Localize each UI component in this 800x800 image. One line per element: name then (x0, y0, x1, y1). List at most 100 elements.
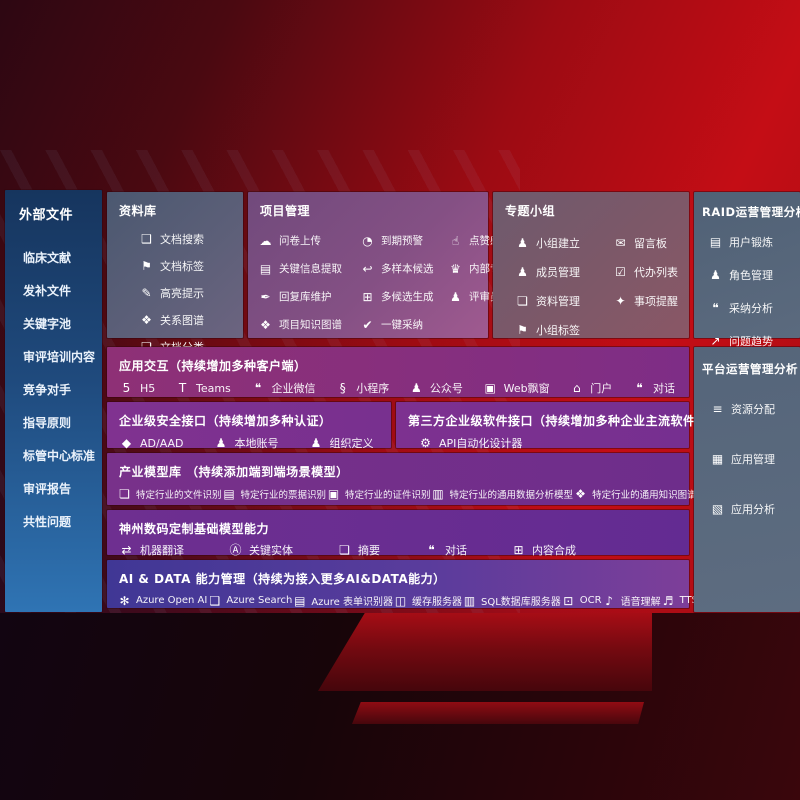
content-compose-icon: ⊞ (513, 543, 524, 557)
trend-chart-icon: ↗ (710, 334, 721, 348)
shield-icon: ◆ (121, 436, 132, 450)
knowledge-graph-model-icon: ❖ (575, 487, 586, 501)
group-tag-icon: ⚑ (517, 323, 528, 337)
feature-item: 关键字池 (23, 315, 102, 332)
feature-label: 企业微信 (271, 382, 316, 395)
feature-item: ↗ 问题趋势 (708, 333, 800, 349)
portal-person-icon: ⌂ (572, 381, 581, 395)
feature-label: 审评培训内容 (23, 350, 96, 364)
feature-item: ◔ 到期预警 (360, 233, 448, 248)
org-people-icon: ♟ (310, 436, 322, 450)
feature-label: 留言板 (634, 237, 667, 250)
panel-title: 专题小组 (505, 204, 556, 218)
feature-item: ▤ Azure 表单识别器 (292, 593, 393, 609)
feature-label: 回复库维护 (279, 291, 332, 303)
form-recognizer-icon: ▤ (294, 593, 306, 608)
feature-label: 公众号 (429, 382, 463, 395)
feature-label: Teams (195, 381, 231, 395)
feature-item: ▤ 关键信息提取 (258, 261, 360, 276)
panel-title: 企业级安全接口（持续增加多种认证） (119, 414, 332, 428)
feature-item: ≡ 资源分配 (710, 401, 800, 417)
feature-label: 标管中心标准 (23, 449, 96, 463)
feature-label: AD/AAD (140, 436, 184, 450)
member-manage-icon: ♟ (517, 265, 528, 279)
feature-item: ⚙ API自动化设计器 (418, 435, 522, 451)
feature-item: ▥ SQL数据库服务器 (462, 593, 561, 609)
feature-item: ✔ 一键采纳 (360, 317, 448, 332)
feature-item: ♪ 语音理解 (602, 593, 660, 609)
feature-label: 代办列表 (634, 266, 678, 279)
openai-icon: ✻ (119, 593, 130, 608)
feature-label: 内容合成 (532, 544, 576, 557)
cache-server-icon: ◫ (394, 593, 407, 608)
feature-item: ▣ Web飘窗 (483, 380, 549, 396)
feature-item: ♟ 小组建立 (515, 235, 613, 251)
reply-library-icon: ✒ (260, 289, 271, 304)
panel-title: 神州数码定制基础模型能力 (119, 522, 270, 536)
security-interface-list: ◆ AD/AAD ♟ 本地账号 ♟ 组织定义 (107, 433, 391, 451)
background-red-stage-shape (318, 613, 652, 691)
feature-item: ◆ AD/AAD (119, 436, 184, 450)
data-library-list: ❑文档搜索⚑文档标签✎高亮提示❖关系图谱❏文档分类 (107, 223, 243, 355)
feature-item: ▧ 应用分析 (710, 501, 800, 517)
panel-thirdparty-software-interface: 第三方企业级软件接口（持续增加多种企业主流软件接口） ⚙ API自动化设计器 (396, 402, 734, 451)
feature-label: 高亮提示 (160, 287, 204, 300)
panel-industry-model-library: 产业模型库 （持续添加端到端场景模型） ❏ 特定行业的文件识别 ▤ 特定行业的票据识别… (107, 453, 716, 505)
feature-item: ◫ 缓存服务器 (393, 593, 462, 609)
app-grid-icon: ▦ (711, 452, 724, 466)
base-model-list: ⇄ 机器翻译 Ⓐ 关键实体 ❏ 摘要 ❝ 对话 ⊞ 内容合成 (107, 541, 689, 558)
mini-program-icon: § (339, 381, 346, 395)
multi-sample-icon: ↩ (362, 261, 373, 276)
feature-label: 发补文件 (23, 284, 72, 298)
background-red-bar-shape (352, 702, 644, 724)
feature-item: ▤ 用户锻炼 (708, 234, 800, 250)
feature-label: 小程序 (356, 382, 390, 395)
chat-bubble-icon: ❝ (428, 543, 435, 557)
feature-item: ⚑ 文档标签 (139, 258, 239, 274)
app-interaction-list: 5 H5 T Teams ❝ 企业微信 § 小程序 ♟ 公众号 ▣ Web飘窗 ⌂ 门户 ❝ 对话 (107, 378, 689, 396)
feature-label: 问题趋势 (729, 335, 773, 348)
feature-label: TTS (679, 595, 698, 606)
doc-tag-icon: ⚑ (141, 259, 152, 273)
ocr-frame-icon: ⊡ (563, 593, 574, 608)
panel-raid-analysis: RAID运营管理分析 ▤ 用户锻炼 ♟ 角色管理 ❝ 采纳分析 ↗ 问题趋势 (694, 192, 800, 348)
feature-label: 组织定义 (329, 437, 374, 450)
adopt-check-icon: ✔ (362, 317, 373, 332)
feature-item: ⊞ 内容合成 (511, 542, 576, 558)
feature-item: 临床文献 (23, 249, 102, 266)
file-recognize-icon: ❏ (119, 487, 130, 501)
data-analysis-model-icon: ▥ (432, 487, 444, 501)
feature-label: 特定行业的证件识别 (345, 490, 431, 501)
feature-item: ▣ 特定行业的证件识别 (326, 487, 431, 501)
feature-label: 文档搜索 (160, 233, 204, 246)
cert-recognize-icon: ▣ (327, 487, 340, 501)
app-analysis-icon: ▧ (711, 502, 724, 516)
highlighter-icon: ✎ (141, 286, 152, 300)
feature-label: Azure Search (226, 595, 293, 606)
panel-title: 第三方企业级软件接口（持续增加多种企业主流软件接口） (408, 414, 734, 428)
feature-label: 审评报告 (23, 482, 72, 496)
feature-item: 竞争对手 (23, 381, 102, 398)
feature-label: 文档标签 (160, 260, 204, 273)
feature-label: 缓存服务器 (412, 597, 462, 608)
feature-item: ✒ 回复库维护 (258, 289, 360, 304)
expert-rank-icon: ♛ (450, 261, 461, 276)
industry-model-list: ❏ 特定行业的文件识别 ▤ 特定行业的票据识别 ▣ 特定行业的证件识别 ▥ 特定行业的通用数据… (107, 484, 715, 501)
feature-label: 特定行业的通用知识图谱模型 (592, 490, 716, 501)
person-portrait-icon: ♟ (450, 289, 461, 304)
feature-item: ▦ 应用管理 (710, 451, 800, 467)
feature-item: § 小程序 (335, 380, 390, 396)
feature-label: OCR (579, 595, 602, 606)
feature-item: ♟ 本地账号 (214, 435, 279, 451)
feature-label: 关键字池 (23, 317, 72, 331)
summary-doc-icon: ❏ (339, 543, 350, 557)
raid-analysis-list: ▤ 用户锻炼 ♟ 角色管理 ❝ 采纳分析 ↗ 问题趋势 (694, 220, 800, 349)
feature-item: ♟ 成员管理 (515, 264, 613, 280)
platform-ops-list: ≡ 资源分配 ▦ 应用管理 ▧ 应用分析 (694, 377, 800, 517)
feature-item: Ⓐ 关键实体 (228, 542, 293, 558)
feature-label: 关系图谱 (160, 314, 204, 327)
resource-list-icon: ≡ (712, 402, 723, 416)
thirdparty-interface-list: ⚙ API自动化设计器 (396, 433, 689, 451)
panel-title: 应用交互（持续增加多种客户端） (119, 359, 307, 373)
